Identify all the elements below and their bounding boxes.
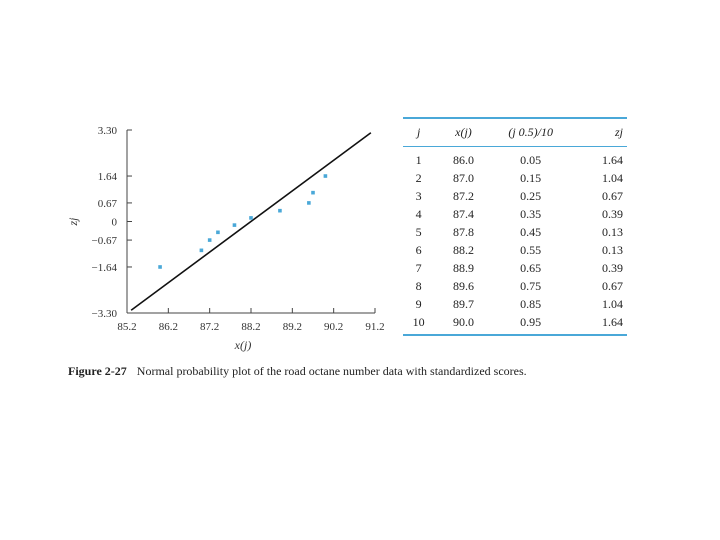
- cell-probability: 0.05: [520, 153, 542, 167]
- fit-line-group: [130, 132, 372, 311]
- y-tick-label: 0: [112, 217, 118, 229]
- cell-probability: 0.85: [520, 297, 542, 311]
- table-row: 2 87.0 0.15 1.04: [403, 169, 627, 187]
- y-tick-label: −1.64: [92, 262, 118, 274]
- data-point: [307, 201, 311, 205]
- y-tick-label: 0.67: [98, 198, 118, 210]
- table-row: 7 88.9 0.65 0.39: [403, 259, 627, 277]
- cell-xj: 88.9: [452, 261, 474, 275]
- table-row: 5 87.8 0.45 0.13: [403, 223, 627, 241]
- x-tick-label: 87.2: [200, 321, 219, 333]
- cell-xj: 87.4: [452, 207, 474, 221]
- header-j: j: [403, 119, 435, 147]
- fit-line: [130, 132, 372, 311]
- cell-xj: 87.2: [452, 189, 474, 203]
- data-point: [323, 174, 328, 178]
- cell-j: 9: [415, 297, 422, 311]
- figure-caption: Figure 2-27 Normal probability plot of th…: [68, 364, 527, 379]
- x-axis-ticks: 85.2 86.2 87.2 88.2 89.2 90.2 91.2: [117, 308, 385, 333]
- cell-zj: 0.67: [602, 279, 623, 293]
- x-tick-label: 89.2: [283, 321, 302, 333]
- table-row: 3 87.2 0.25 0.67: [403, 187, 627, 205]
- table-row: 1 86.0 0.05 1.64: [403, 147, 627, 170]
- header-zj: zj: [568, 119, 627, 147]
- cell-probability: 0.55: [520, 243, 542, 257]
- table-header-row: j x(j) (j 0.5)/10 zj: [403, 119, 627, 147]
- data-point: [207, 238, 212, 242]
- x-tick-label: 85.2: [117, 321, 136, 333]
- y-tick-label: 1.64: [98, 171, 118, 183]
- cell-xj: 86.0: [452, 153, 474, 167]
- data-point: [232, 223, 237, 227]
- cell-zj: 0.39: [602, 207, 623, 221]
- normal-probability-plot: 3.30 1.64 0.67 0 −0.67 −1.64 −3.30 85.2 86.2 87.…: [66, 125, 385, 352]
- x-tick-label: 88.2: [241, 321, 260, 333]
- x-tick-label: 91.2: [365, 321, 384, 333]
- y-axis-ticks: 3.30 1.64 0.67 0 −0.67 −1.64 −3.30: [92, 125, 132, 320]
- cell-zj: 0.39: [602, 261, 623, 275]
- y-tick-label: 3.30: [98, 125, 118, 137]
- cell-probability: 0.25: [520, 189, 542, 203]
- data-point: [216, 230, 220, 235]
- cell-j: 8: [415, 279, 422, 293]
- x-axis-title: x(j): [234, 338, 252, 352]
- y-axis-title: zj: [66, 217, 80, 227]
- y-tick-label: −3.30: [92, 308, 118, 320]
- cell-zj: 1.04: [602, 297, 623, 311]
- cell-probability: 0.95: [520, 315, 542, 329]
- x-tick-label: 86.2: [159, 321, 178, 333]
- cell-j: 3: [415, 189, 422, 203]
- header-xj: x(j): [434, 119, 493, 147]
- cell-j: 5: [415, 225, 422, 239]
- figure-caption-text: Normal probability plot of the road octa…: [136, 364, 527, 378]
- cell-j: 6: [415, 243, 422, 257]
- cell-xj: 87.8: [452, 225, 474, 239]
- header-probability: (j 0.5)/10: [492, 119, 569, 147]
- cell-xj: 90.0: [452, 315, 474, 329]
- table-row: 9 89.7 0.85 1.04: [403, 295, 627, 313]
- cell-xj: 89.7: [452, 297, 474, 311]
- data-point: [158, 265, 162, 269]
- x-tick-label: 90.2: [324, 321, 343, 333]
- data-points: [158, 174, 328, 269]
- y-tick-label: −0.67: [92, 235, 118, 247]
- cell-probability: 0.45: [520, 225, 542, 239]
- cell-j: 4: [415, 207, 422, 221]
- cell-xj: 87.0: [452, 171, 474, 185]
- data-point: [311, 190, 315, 195]
- table-row: 8 89.6 0.75 0.67: [403, 277, 627, 295]
- cell-j: 2: [415, 171, 422, 185]
- cell-zj: 0.67: [602, 189, 623, 203]
- cell-zj: 1.64: [602, 153, 623, 167]
- cell-probability: 0.15: [520, 171, 542, 185]
- cell-j: 1: [415, 153, 422, 167]
- standardized-scores-table: j x(j) (j 0.5)/10 zj 1 86.0 0.05 1.64 2 87.0 0…: [403, 117, 627, 336]
- table-body: 1 86.0 0.05 1.64 2 87.0 0.15 1.04 3 87.2 0.25 0.67 4…: [403, 147, 627, 335]
- cell-zj: 0.13: [602, 225, 623, 239]
- cell-probability: 0.75: [520, 279, 542, 293]
- table-row: 10 90.0 0.95 1.64: [403, 313, 627, 334]
- cell-zj: 1.64: [602, 315, 623, 329]
- cell-j: 7: [415, 261, 422, 275]
- data-point: [199, 248, 204, 253]
- table-row: 4 87.4 0.35 0.39: [403, 205, 627, 223]
- data-point: [278, 208, 282, 213]
- cell-probability: 0.35: [520, 207, 542, 221]
- cell-j: 10: [412, 315, 425, 329]
- table-row: 6 88.2 0.55 0.13: [403, 241, 627, 259]
- cell-xj: 88.2: [452, 243, 474, 257]
- figure-number: Figure 2-27: [68, 364, 127, 378]
- cell-xj: 89.6: [452, 279, 474, 293]
- data-point: [249, 216, 253, 220]
- cell-zj: 0.13: [602, 243, 623, 257]
- cell-zj: 1.04: [602, 171, 623, 185]
- cell-probability: 0.65: [520, 261, 542, 275]
